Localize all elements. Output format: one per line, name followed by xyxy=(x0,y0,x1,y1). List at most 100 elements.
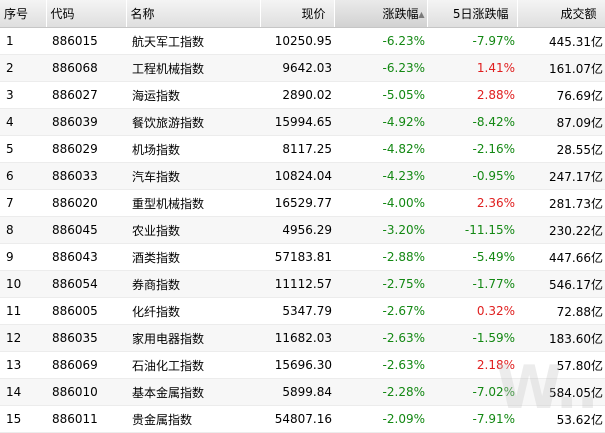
cell-change-5d: 2.88% xyxy=(427,81,517,109)
cell-name: 石油化工指数 xyxy=(126,351,260,379)
cell-price: 54807.16 xyxy=(260,405,334,433)
cell-change: -6.23% xyxy=(334,54,427,82)
cell-code: 886011 xyxy=(46,405,126,433)
header-change-5d[interactable]: 5日涨跌幅 xyxy=(427,0,518,28)
cell-change-5d: 2.18% xyxy=(427,351,517,379)
cell-price: 11682.03 xyxy=(260,324,334,352)
header-name[interactable]: 名称 xyxy=(126,0,261,28)
cell-price: 4956.29 xyxy=(260,216,334,244)
cell-code: 886068 xyxy=(46,54,126,82)
cell-price: 15696.30 xyxy=(260,351,334,379)
cell-change-5d: -1.59% xyxy=(427,324,517,352)
cell-index: 11 xyxy=(0,297,46,325)
cell-change: -2.63% xyxy=(334,324,427,352)
table-row[interactable]: 11 886005 化纤指数 5347.79 -2.67% 0.32% 72.88亿 xyxy=(0,297,605,325)
header-amount-label: 成交额 xyxy=(560,7,597,21)
cell-price: 9642.03 xyxy=(260,54,334,82)
header-price[interactable]: 现价 xyxy=(260,0,335,28)
header-name-label: 名称 xyxy=(130,7,155,21)
table-row[interactable]: 8 886045 农业指数 4956.29 -3.20% -11.15% 230.22亿 xyxy=(0,216,605,244)
cell-name: 家用电器指数 xyxy=(126,324,260,352)
cell-amount: 281.73亿 xyxy=(517,189,605,217)
cell-code: 886010 xyxy=(46,378,126,406)
cell-amount: 53.62亿 xyxy=(517,405,605,433)
header-code[interactable]: 代码 xyxy=(46,0,127,28)
cell-price: 10824.04 xyxy=(260,162,334,190)
header-change-5d-label: 5日涨跌幅 xyxy=(452,7,509,21)
table-row[interactable]: 1 886015 航天军工指数 10250.95 -6.23% -7.97% 445.31亿 xyxy=(0,27,605,55)
cell-name: 工程机械指数 xyxy=(126,54,260,82)
cell-change-5d: 2.36% xyxy=(427,189,517,217)
cell-index: 12 xyxy=(0,324,46,352)
table-row[interactable]: 6 886033 汽车指数 10824.04 -4.23% -0.95% 247.17亿 xyxy=(0,162,605,190)
cell-amount: 28.55亿 xyxy=(517,135,605,163)
sort-asc-icon: ▲ xyxy=(418,10,425,19)
cell-change: -2.67% xyxy=(334,297,427,325)
cell-change: -4.82% xyxy=(334,135,427,163)
cell-change: -2.75% xyxy=(334,270,427,298)
cell-index: 6 xyxy=(0,162,46,190)
cell-price: 2890.02 xyxy=(260,81,334,109)
cell-amount: 445.31亿 xyxy=(517,27,605,55)
cell-price: 8117.25 xyxy=(260,135,334,163)
cell-amount: 447.66亿 xyxy=(517,243,605,271)
cell-change: -4.92% xyxy=(334,108,427,136)
cell-name: 餐饮旅游指数 xyxy=(126,108,260,136)
cell-name: 航天军工指数 xyxy=(126,27,260,55)
cell-index: 1 xyxy=(0,27,46,55)
cell-name: 海运指数 xyxy=(126,81,260,109)
cell-change-5d: 0.32% xyxy=(427,297,517,325)
header-index[interactable]: 序号 xyxy=(0,0,47,28)
table-row[interactable]: 12 886035 家用电器指数 11682.03 -2.63% -1.59% 183.60… xyxy=(0,324,605,352)
cell-name: 农业指数 xyxy=(126,216,260,244)
cell-code: 886005 xyxy=(46,297,126,325)
header-amount[interactable]: 成交额 xyxy=(517,0,605,28)
table-row[interactable]: 9 886043 酒类指数 57183.81 -2.88% -5.49% 447.66亿 xyxy=(0,243,605,271)
cell-code: 886033 xyxy=(46,162,126,190)
cell-code: 886020 xyxy=(46,189,126,217)
header-index-label: 序号 xyxy=(4,7,29,21)
cell-amount: 161.07亿 xyxy=(517,54,605,82)
header-code-label: 代码 xyxy=(50,7,75,21)
cell-index: 13 xyxy=(0,351,46,379)
cell-change: -2.88% xyxy=(334,243,427,271)
cell-price: 15994.65 xyxy=(260,108,334,136)
table-row[interactable]: 13 886069 石油化工指数 15696.30 -2.63% 2.18% 57.80亿 xyxy=(0,351,605,379)
header-change-label: 涨跌幅 xyxy=(382,7,419,21)
cell-amount: 247.17亿 xyxy=(517,162,605,190)
cell-change: -4.00% xyxy=(334,189,427,217)
cell-change-5d: -7.02% xyxy=(427,378,517,406)
cell-index: 10 xyxy=(0,270,46,298)
table-row[interactable]: 3 886027 海运指数 2890.02 -5.05% 2.88% 76.69亿 xyxy=(0,81,605,109)
cell-code: 886054 xyxy=(46,270,126,298)
cell-code: 886045 xyxy=(46,216,126,244)
cell-change-5d: -1.77% xyxy=(427,270,517,298)
header-change[interactable]: 涨跌幅 ▲ xyxy=(334,0,428,28)
table-row[interactable]: 7 886020 重型机械指数 16529.77 -4.00% 2.36% 281.73亿 xyxy=(0,189,605,217)
cell-price: 11112.57 xyxy=(260,270,334,298)
cell-index: 5 xyxy=(0,135,46,163)
cell-price: 57183.81 xyxy=(260,243,334,271)
table-row[interactable]: 2 886068 工程机械指数 9642.03 -6.23% 1.41% 161.07亿 xyxy=(0,54,605,82)
table-row[interactable]: 10 886054 券商指数 11112.57 -2.75% -1.77% 546.17亿 xyxy=(0,270,605,298)
cell-change-5d: -7.97% xyxy=(427,27,517,55)
cell-name: 酒类指数 xyxy=(126,243,260,271)
cell-amount: 546.17亿 xyxy=(517,270,605,298)
table-row[interactable]: 5 886029 机场指数 8117.25 -4.82% -2.16% 28.55亿 xyxy=(0,135,605,163)
table-row[interactable]: 15 886011 贵金属指数 54807.16 -2.09% -7.91% 53.62亿 xyxy=(0,405,605,433)
cell-change: -5.05% xyxy=(334,81,427,109)
cell-index: 9 xyxy=(0,243,46,271)
cell-index: 15 xyxy=(0,405,46,433)
cell-change-5d: -0.95% xyxy=(427,162,517,190)
cell-name: 化纤指数 xyxy=(126,297,260,325)
cell-amount: 72.88亿 xyxy=(517,297,605,325)
cell-code: 886069 xyxy=(46,351,126,379)
table-row[interactable]: 4 886039 餐饮旅游指数 15994.65 -4.92% -8.42% 87.09亿 xyxy=(0,108,605,136)
cell-change-5d: -2.16% xyxy=(427,135,517,163)
cell-amount: 584.05亿 xyxy=(517,378,605,406)
cell-change-5d: -11.15% xyxy=(427,216,517,244)
table-row[interactable]: 14 886010 基本金属指数 5899.84 -2.28% -7.02% 584.05亿 xyxy=(0,378,605,406)
cell-index: 2 xyxy=(0,54,46,82)
cell-code: 886043 xyxy=(46,243,126,271)
